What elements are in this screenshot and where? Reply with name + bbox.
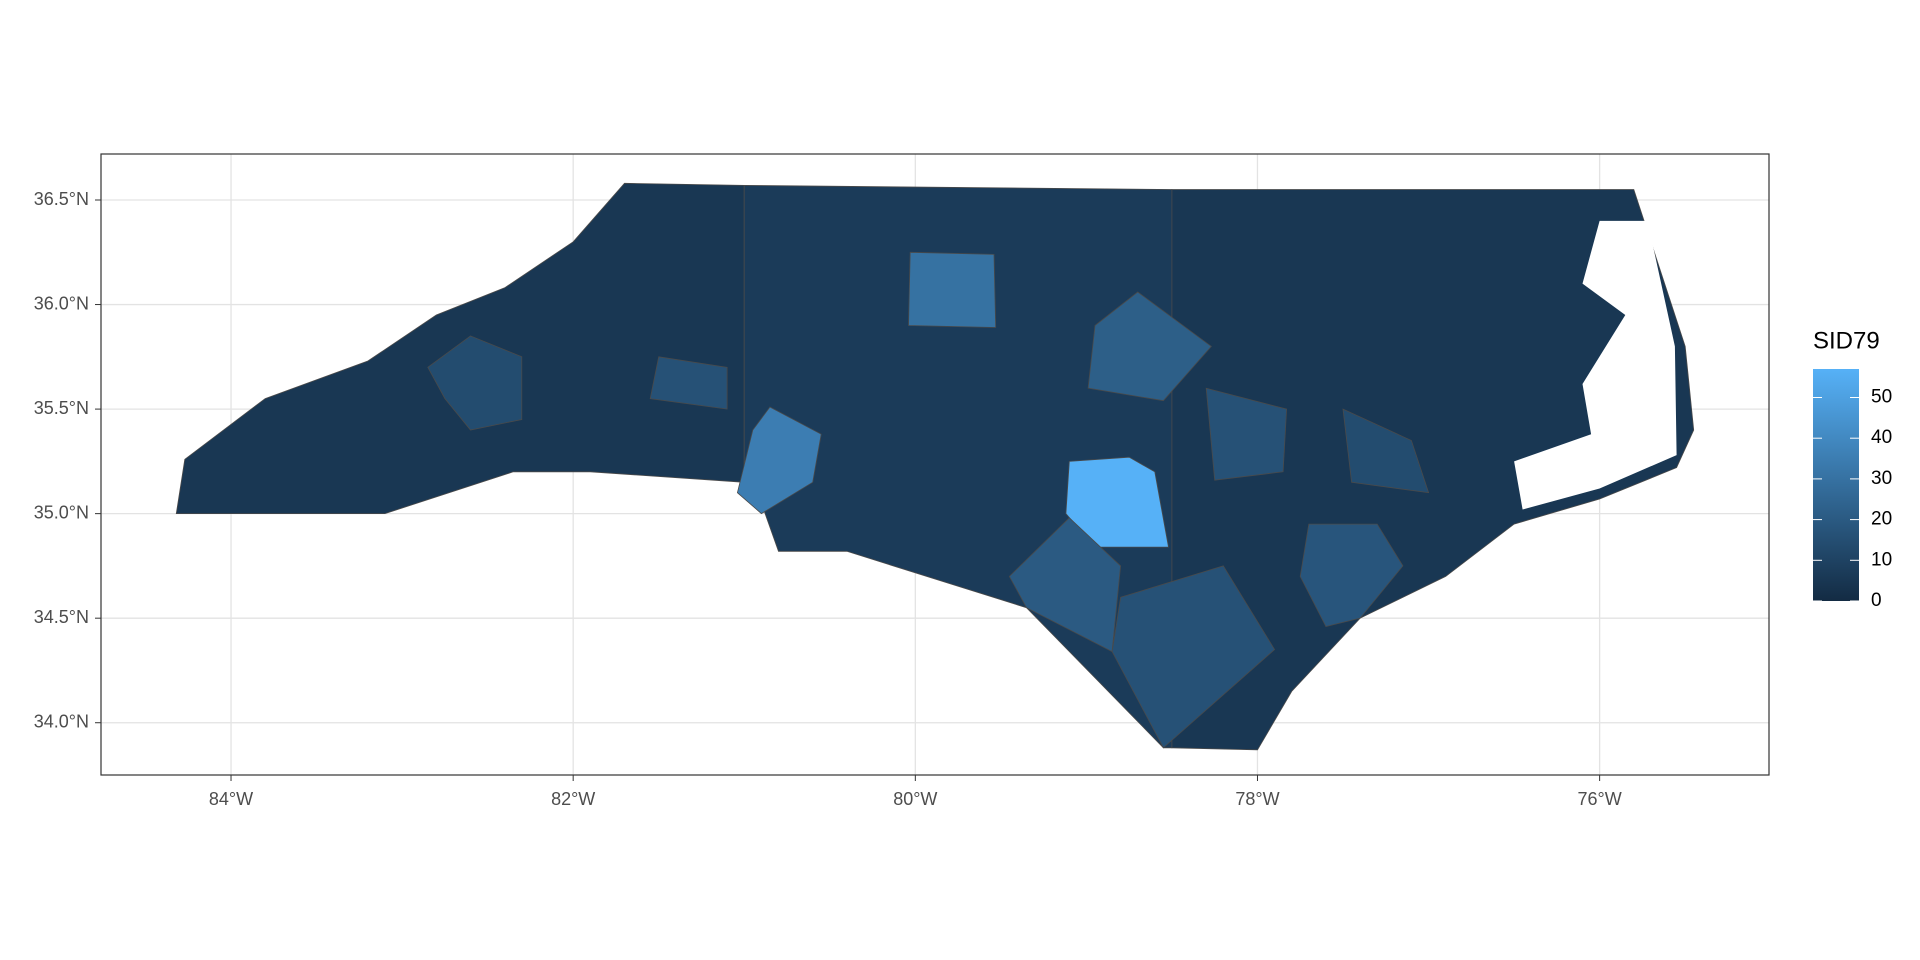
- county-region: [1171, 189, 1695, 751]
- legend-tick-label: 10: [1871, 549, 1892, 570]
- x-tick-label: 76°W: [1578, 789, 1622, 809]
- county-region: [1008, 517, 1122, 653]
- county-region: [736, 406, 822, 515]
- county-region: [649, 356, 728, 410]
- y-tick-label: 36.0°N: [34, 293, 89, 313]
- legend-title: SID79: [1813, 327, 1880, 354]
- legend-tick-label: 30: [1871, 468, 1892, 489]
- county-region: [1299, 523, 1404, 627]
- y-tick-label: 34.5°N: [34, 607, 89, 627]
- legend-tick-label: 50: [1871, 387, 1892, 408]
- county-region: [1087, 291, 1212, 402]
- x-tick-label: 84°W: [209, 789, 253, 809]
- colorbar: [1813, 369, 1859, 601]
- x-tick-label: 82°W: [551, 789, 595, 809]
- sound-water: [1514, 220, 1677, 510]
- legend-tick-label: 20: [1871, 509, 1892, 530]
- legend-tick-label: 0: [1871, 590, 1882, 611]
- y-tick-label: 35.5°N: [34, 398, 89, 418]
- x-tick-label: 80°W: [893, 789, 937, 809]
- county-region: [908, 251, 997, 328]
- y-tick-label: 36.5°N: [34, 189, 89, 209]
- county-region: [1342, 408, 1430, 494]
- y-tick-label: 34.0°N: [34, 711, 89, 731]
- legend-tick-label: 40: [1871, 427, 1892, 448]
- x-tick-label: 78°W: [1235, 789, 1279, 809]
- county-region: [427, 335, 523, 431]
- county-region: [1065, 456, 1169, 548]
- county-region: [1111, 565, 1276, 749]
- county-region: [1205, 387, 1288, 481]
- panel-border: [100, 153, 1770, 776]
- y-tick-label: 35.0°N: [34, 502, 89, 522]
